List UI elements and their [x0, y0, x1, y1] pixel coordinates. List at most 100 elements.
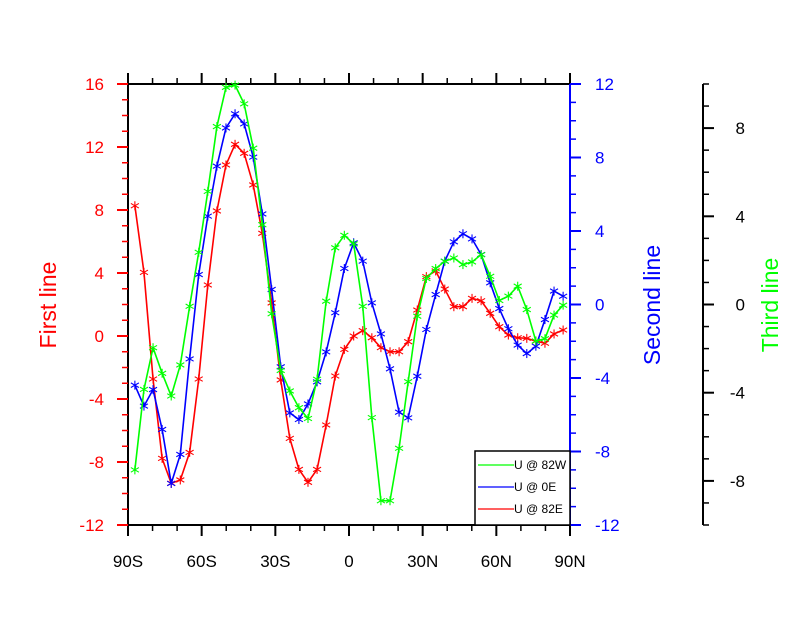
marker-stroke	[458, 230, 468, 237]
marker-stroke	[330, 245, 340, 251]
data-point-marker	[276, 365, 286, 375]
marker-stroke	[422, 326, 431, 333]
series	[130, 80, 568, 506]
second-axis-tick-label: -12	[595, 516, 620, 535]
marker-stroke	[358, 258, 368, 264]
marker-stroke	[513, 283, 522, 289]
data-point-marker	[185, 301, 194, 311]
data-point-marker	[440, 256, 450, 266]
marker-stroke	[531, 338, 541, 344]
data-point-marker	[194, 270, 203, 280]
data-point-marker	[212, 161, 222, 171]
data-point-marker	[549, 329, 559, 339]
marker-stroke	[449, 303, 459, 310]
marker-stroke	[294, 404, 304, 411]
x-tick-label: 30N	[407, 552, 438, 571]
data-point-marker	[258, 209, 267, 219]
first-axis-label: First line	[35, 262, 61, 349]
data-point-marker	[385, 364, 395, 374]
data-point-marker	[239, 99, 249, 109]
data-point-marker	[513, 281, 522, 291]
marker-stroke	[367, 300, 377, 306]
marker-stroke	[212, 123, 222, 130]
marker-stroke	[248, 154, 258, 160]
third-axis-label: Third line	[757, 258, 783, 353]
x-tick-label: 60S	[187, 552, 217, 571]
marker-stroke	[312, 376, 322, 383]
data-point-marker	[394, 347, 404, 357]
marker-stroke	[467, 236, 477, 242]
x-tick-label: 90S	[113, 552, 143, 571]
data-point-marker	[139, 267, 149, 277]
marker-stroke	[130, 382, 140, 388]
marker-stroke	[157, 426, 167, 433]
second-axis-label: Second line	[639, 245, 665, 365]
data-point-marker	[340, 230, 349, 240]
marker-stroke	[330, 309, 340, 316]
x-tick-label: 0	[344, 552, 353, 571]
data-point-marker	[403, 413, 413, 423]
data-point-marker	[358, 301, 368, 311]
series-u-82e	[130, 139, 568, 488]
data-point-marker	[285, 433, 295, 443]
marker-stroke	[276, 367, 286, 374]
marker-stroke	[248, 145, 258, 151]
marker-stroke	[139, 269, 149, 276]
data-point-marker	[558, 300, 568, 310]
marker-stroke	[221, 162, 231, 168]
marker-stroke	[148, 376, 158, 382]
data-point-marker	[285, 408, 295, 418]
marker-stroke	[330, 373, 340, 379]
data-point-marker	[558, 291, 568, 301]
x-tick-label: 60N	[481, 552, 512, 571]
data-point-marker	[239, 119, 249, 129]
data-point-marker	[330, 308, 340, 318]
data-point-marker	[203, 186, 213, 196]
data-point-marker	[467, 293, 477, 303]
marker-stroke	[376, 331, 386, 337]
series-line	[134, 142, 564, 485]
data-point-marker	[194, 374, 203, 384]
marker-stroke	[531, 343, 541, 349]
data-point-marker	[267, 309, 276, 319]
marker-stroke	[239, 101, 249, 107]
marker-stroke	[157, 370, 167, 377]
data-point-marker	[157, 424, 167, 434]
marker-stroke	[540, 335, 550, 342]
data-point-marker	[248, 143, 258, 153]
marker-stroke	[185, 449, 194, 456]
marker-stroke	[212, 163, 222, 169]
marker-stroke	[303, 401, 313, 407]
data-point-marker	[130, 201, 140, 211]
first-axis-tick-label: -12	[79, 516, 104, 535]
third-axis-tick-label: -4	[730, 384, 745, 403]
data-point-marker	[157, 453, 167, 463]
marker-stroke	[540, 316, 550, 323]
marker-stroke	[349, 333, 358, 339]
marker-stroke	[239, 150, 249, 157]
data-point-marker	[458, 229, 468, 239]
marker-stroke	[358, 303, 368, 310]
data-point-marker	[513, 340, 522, 350]
data-point-marker	[495, 304, 504, 314]
data-point-marker	[239, 148, 249, 158]
first-axis-tick-label: 16	[85, 75, 104, 94]
data-point-marker	[166, 391, 176, 401]
marker-stroke	[449, 239, 459, 245]
data-point-marker	[412, 311, 422, 321]
data-point-marker	[422, 324, 431, 334]
data-point-marker	[540, 334, 550, 344]
marker-stroke	[440, 286, 450, 292]
data-point-marker	[495, 322, 504, 332]
second-axis-tick-label: -8	[595, 443, 610, 462]
marker-stroke	[495, 305, 504, 312]
data-point-marker	[367, 333, 377, 343]
data-point-marker	[148, 343, 158, 353]
data-point-marker	[340, 263, 349, 273]
data-point-marker	[376, 496, 386, 506]
marker-stroke	[303, 415, 313, 422]
marker-stroke	[467, 295, 477, 302]
marker-stroke	[340, 232, 349, 239]
data-point-marker	[285, 386, 295, 396]
data-point-marker	[549, 286, 559, 296]
